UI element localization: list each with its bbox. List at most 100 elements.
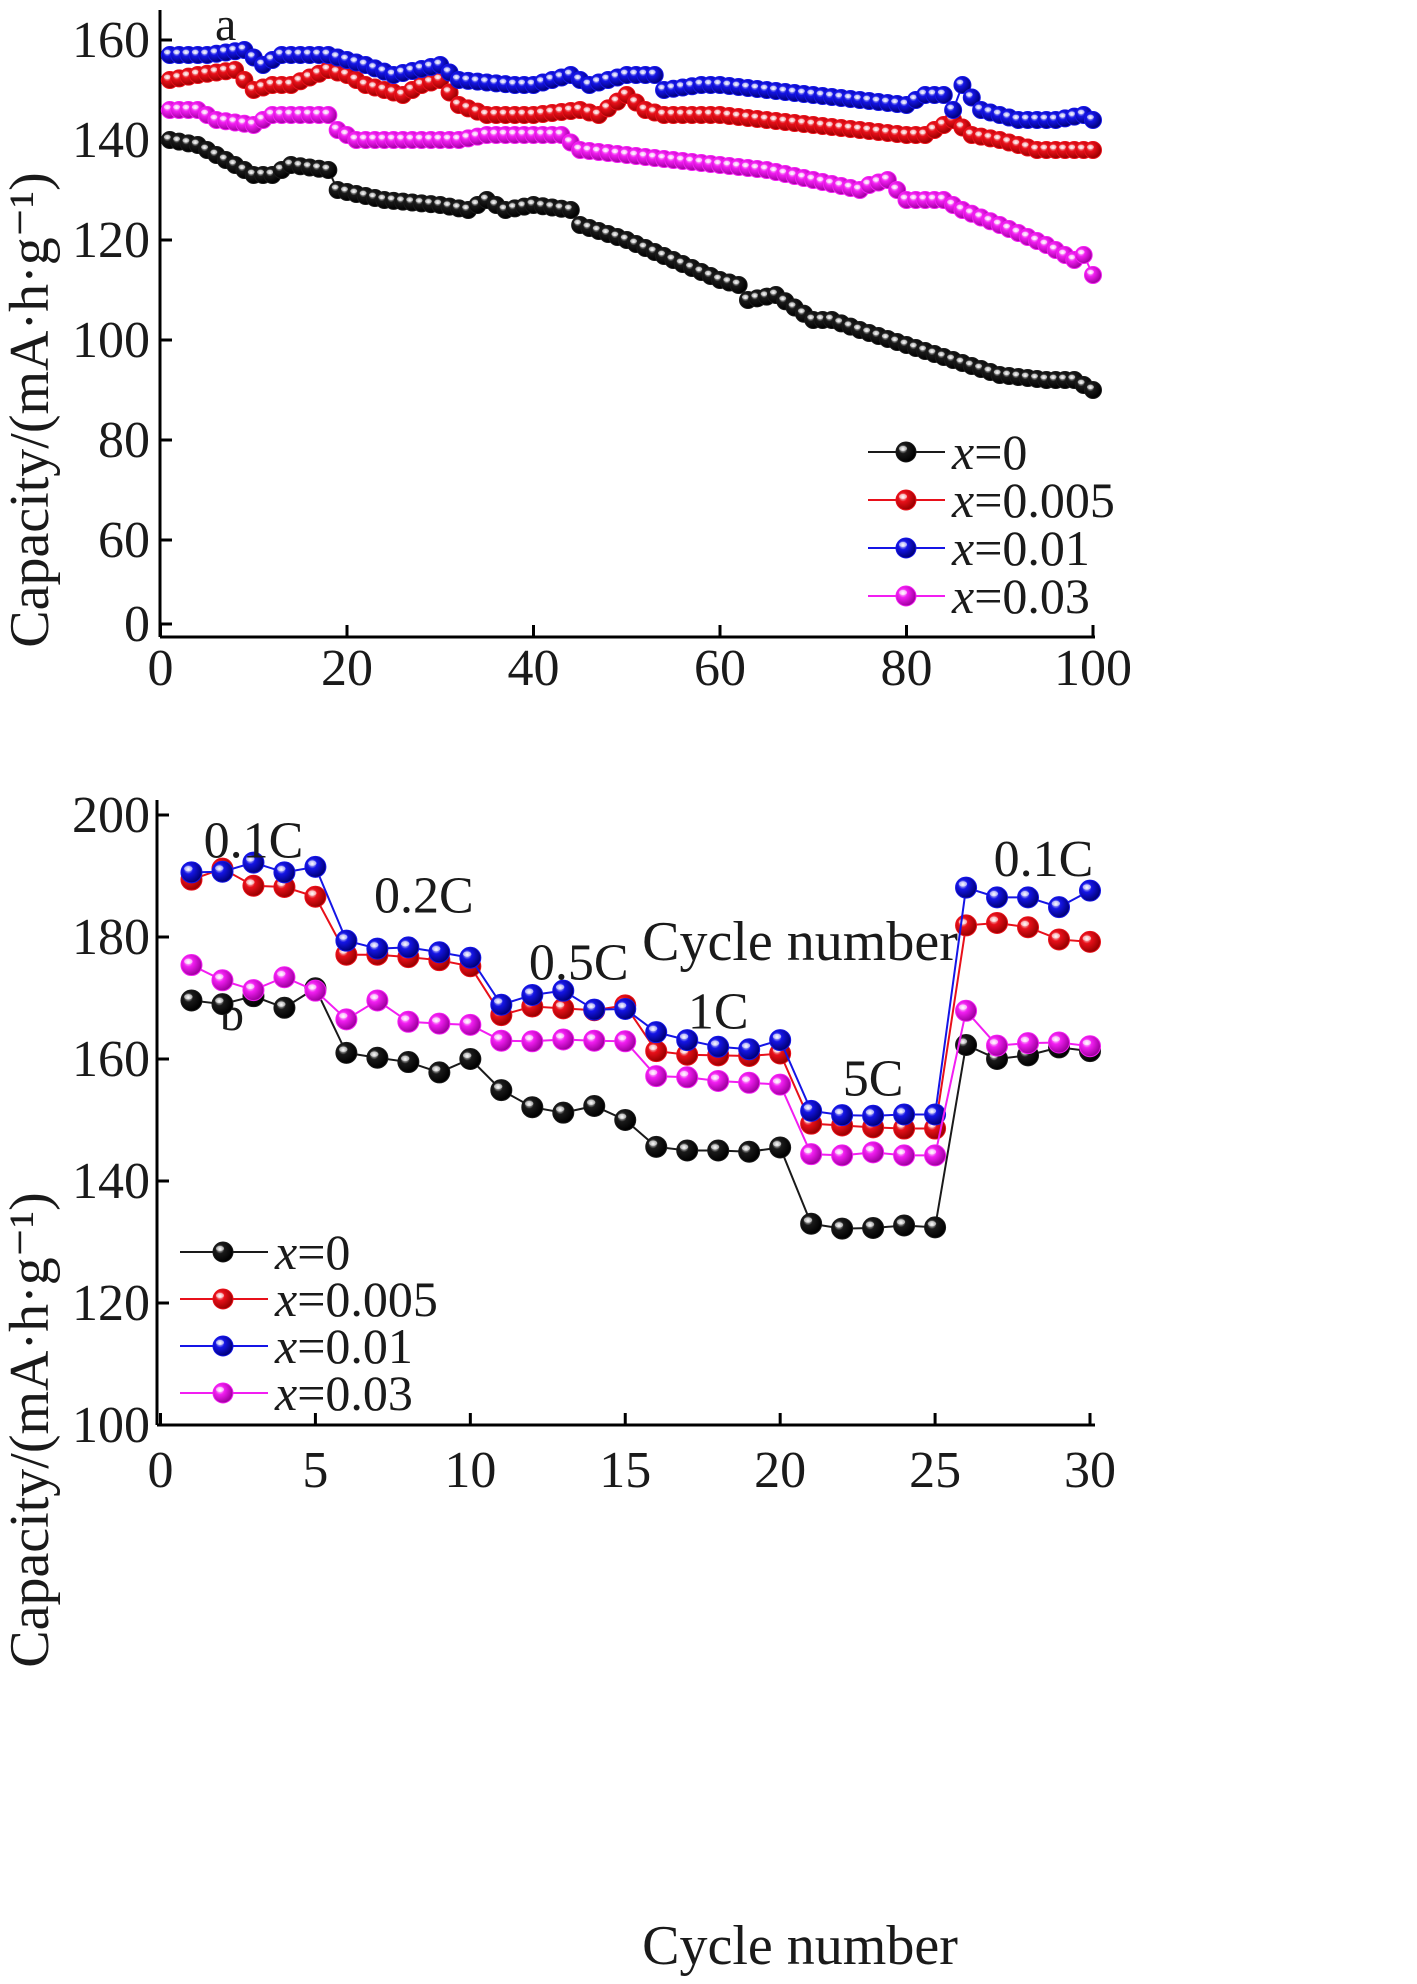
panel-b-point [428, 1012, 451, 1035]
panel-a-legend-marker [895, 441, 917, 463]
panel-b-legend-marker [212, 1288, 234, 1310]
panel-b-point [1017, 886, 1040, 909]
panel-b-ytick-label: 140 [72, 1153, 150, 1210]
panel-b-point [831, 1144, 854, 1167]
panel-a-series [160, 41, 1102, 399]
panel-b-point [645, 1040, 668, 1063]
panel-b-point [552, 1101, 575, 1124]
panel-b-point [1079, 1035, 1101, 1058]
panel-b-point [397, 936, 420, 959]
panel-b-point [304, 885, 327, 908]
panel-b-point [583, 998, 606, 1021]
panel-b-point [769, 1073, 792, 1096]
panel-b-point [800, 1212, 823, 1235]
panel-b-rate-label: 0.2C [374, 868, 474, 925]
panel-b-point [583, 1094, 606, 1117]
panel-a-point [1084, 111, 1102, 129]
panel-a-xtick-label: 60 [694, 640, 746, 697]
panel-a-ylabel: Capacity/(mA·h·g⁻¹) [0, 172, 61, 648]
panel-b-point [955, 999, 978, 1022]
panel-b-point [552, 979, 575, 1002]
panel-b-point [490, 1079, 513, 1102]
panel-b-point [676, 1066, 699, 1089]
panel-b-point [521, 983, 544, 1006]
panel-b-point [552, 1028, 575, 1051]
panel-b-point [645, 1021, 668, 1044]
panel-b-point [242, 851, 265, 874]
panel-b-point [366, 937, 389, 960]
panel-b-rate-annotations: 0.1C 0.2C 0.5C 1C 5C 0.1C [204, 813, 1094, 1108]
panel-a-legend-marker [895, 489, 917, 511]
panel-b-xtick-label: 25 [909, 1442, 961, 1499]
panel-a-legend-label: x=0 [951, 424, 1027, 480]
panel-b-point [893, 1103, 916, 1126]
panel-a-ytick-label: 60 [98, 512, 150, 569]
panel-b-axes [155, 800, 1095, 1427]
panel-b-point [180, 954, 203, 977]
panel-b-point [459, 1048, 482, 1070]
panel-a-xlabel: Cycle number [642, 911, 958, 973]
panel-b-ytick-label: 180 [72, 909, 150, 966]
panel-b-point [738, 1038, 761, 1061]
panel-b-series-x=0.03 [180, 954, 1101, 1167]
panel-b-point [831, 1217, 854, 1240]
panel-b-point [614, 1030, 637, 1053]
panel-a-ytick-label: 120 [72, 212, 150, 269]
panel-b-xtick-label: 15 [599, 1442, 651, 1499]
panel-b-point [893, 1144, 916, 1167]
panel-a-point [440, 83, 459, 102]
panel-b-legend-item: x=0.01 [180, 1318, 413, 1374]
panel-b-point [614, 997, 637, 1020]
panel-b-point [273, 861, 296, 884]
panel-b-point [955, 914, 978, 937]
panel-a-ytick-label: 100 [72, 312, 150, 369]
panel-a-legend-marker [895, 585, 917, 607]
panel-b-point [490, 1029, 513, 1052]
panel-a-chart: a Capacity/(mA·h·g⁻¹) Cycle number 0 20 40… [0, 0, 1132, 973]
panel-b-point [924, 1103, 947, 1126]
panel-a-point [944, 101, 963, 119]
panel-b-ytick-label: 120 [72, 1275, 150, 1332]
panel-b-point [893, 1214, 916, 1237]
panel-a-point [953, 76, 972, 94]
panel-b-point [459, 946, 482, 969]
panel-a-point [1084, 141, 1102, 159]
panel-a-point [319, 106, 338, 124]
panel-a-xtick-label: 0 [148, 640, 174, 697]
panel-a-legend-label: x=0.01 [951, 520, 1090, 576]
panel-b-line-x=0.01 [191, 861, 1091, 1117]
panel-a-label: a [215, 0, 236, 51]
panel-b-point [335, 1008, 358, 1031]
panel-a-xtick-label: 40 [508, 640, 560, 697]
panel-a-point [645, 66, 664, 84]
panel-a-series-x=0 [160, 131, 1102, 399]
panel-b-line-x=0 [191, 986, 1091, 1230]
panel-b-point [707, 1035, 730, 1058]
panel-b-point [428, 1061, 451, 1084]
panel-b-rate-label: 5C [843, 1051, 904, 1108]
panel-a-axes [158, 10, 1095, 639]
panel-b-legend-label: x=0.01 [274, 1318, 413, 1374]
panel-b-legend-marker [212, 1382, 234, 1404]
panel-b-point [1048, 928, 1071, 951]
panel-b-legend-label: x=0 [274, 1224, 350, 1280]
panel-b-point [862, 1104, 885, 1127]
panel-b-point [738, 1140, 761, 1163]
panel-a-point [1084, 381, 1102, 399]
panel-b-point [459, 1013, 482, 1036]
panel-b-point [769, 1029, 792, 1052]
panel-b-point [831, 1104, 854, 1127]
panel-b-xtick-label: 0 [148, 1442, 174, 1499]
panel-b-point [1079, 930, 1101, 953]
panel-b-point [1079, 879, 1101, 902]
panel-a-xtick-label: 100 [1054, 640, 1132, 697]
panel-b-xtick-label: 20 [754, 1442, 806, 1499]
panel-b-point [614, 1109, 637, 1131]
panel-b-legend-marker [212, 1241, 234, 1263]
panel-b-ytick-label: 160 [72, 1031, 150, 1088]
panel-b-point [273, 996, 296, 1019]
panel-a-series-x=0.005 [160, 61, 1102, 159]
panel-a-ytick-label: 160 [72, 12, 150, 69]
panel-b-point [800, 1099, 823, 1122]
